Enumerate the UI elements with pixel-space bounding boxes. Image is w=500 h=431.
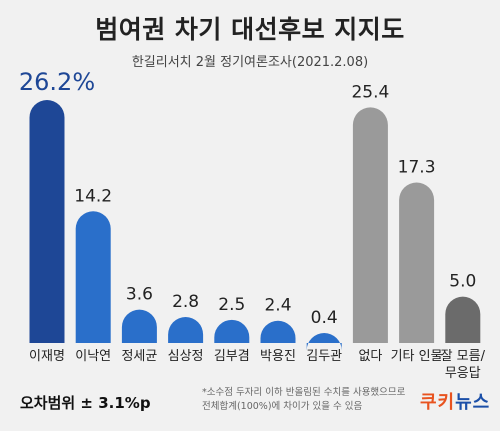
bar-심상정	[168, 317, 204, 343]
value-label-심상정: 2.8	[172, 292, 199, 312]
value-label-김부겸: 2.5	[218, 295, 245, 315]
value-label-박용진: 2.4	[264, 296, 291, 316]
kuki-news-logo: 쿠키뉴스	[420, 388, 490, 414]
bar-이낙연	[75, 211, 111, 343]
category-label-김부겸: 김부겸	[214, 349, 250, 364]
logo-part1: 쿠키	[420, 392, 456, 413]
category-label-이재명: 이재명	[29, 349, 65, 364]
value-label-없다: 25.4	[351, 82, 389, 102]
category-label-심상정: 심상정	[168, 349, 204, 364]
category-label-김두관: 김두관	[306, 349, 342, 364]
value-label-기타 인물: 17.3	[398, 158, 436, 178]
category-label-정세균: 정세균	[121, 349, 157, 364]
category-label-이낙연: 이낙연	[75, 349, 111, 364]
value-label-김두관: 0.4	[311, 308, 338, 328]
rounding-note-line2: 전체합계(100%)에 차이가 있을 수 있음	[202, 401, 363, 412]
rounding-note-line1: *소수점 두자리 이하 반올림된 수치를 사용했으므로	[202, 387, 406, 398]
chart-subtitle: 한길리서치 2월 정기여론조사(2021.2.08)	[131, 55, 369, 70]
category-label-잘 모름/무응답-line2: 무응답	[445, 366, 481, 381]
margin-of-error: 오차범위 ± 3.1%p	[20, 394, 151, 412]
category-label-기타 인물: 기타 인물	[391, 349, 443, 364]
bar-기타 인물	[399, 182, 435, 343]
rounding-note: *소수점 두자리 이하 반올림된 수치를 사용했으므로 전체합계(100%)에 …	[202, 386, 407, 414]
bar-정세균	[121, 309, 157, 343]
bar-박용진	[260, 320, 296, 343]
logo-part2: 뉴스	[455, 392, 491, 413]
value-label-정세균: 3.6	[126, 285, 153, 305]
category-label-잘 모름/무응답-line1: 잘 모름/	[441, 349, 486, 364]
value-label-이낙연: 14.2	[74, 186, 112, 206]
bar-잘 모름/무응답	[445, 296, 481, 343]
value-label-잘 모름/무응답: 5.0	[449, 272, 476, 292]
value-label-이재명: 26.2%	[19, 68, 95, 96]
bar-없다	[352, 107, 388, 343]
bar-이재명	[29, 100, 65, 343]
chart-title: 범여권 차기 대선후보 지지도	[95, 15, 405, 44]
bar-김부겸	[214, 319, 250, 343]
bar-김두관	[306, 333, 342, 351]
category-label-박용진: 박용진	[260, 349, 296, 364]
category-label-없다: 없다	[358, 349, 382, 364]
